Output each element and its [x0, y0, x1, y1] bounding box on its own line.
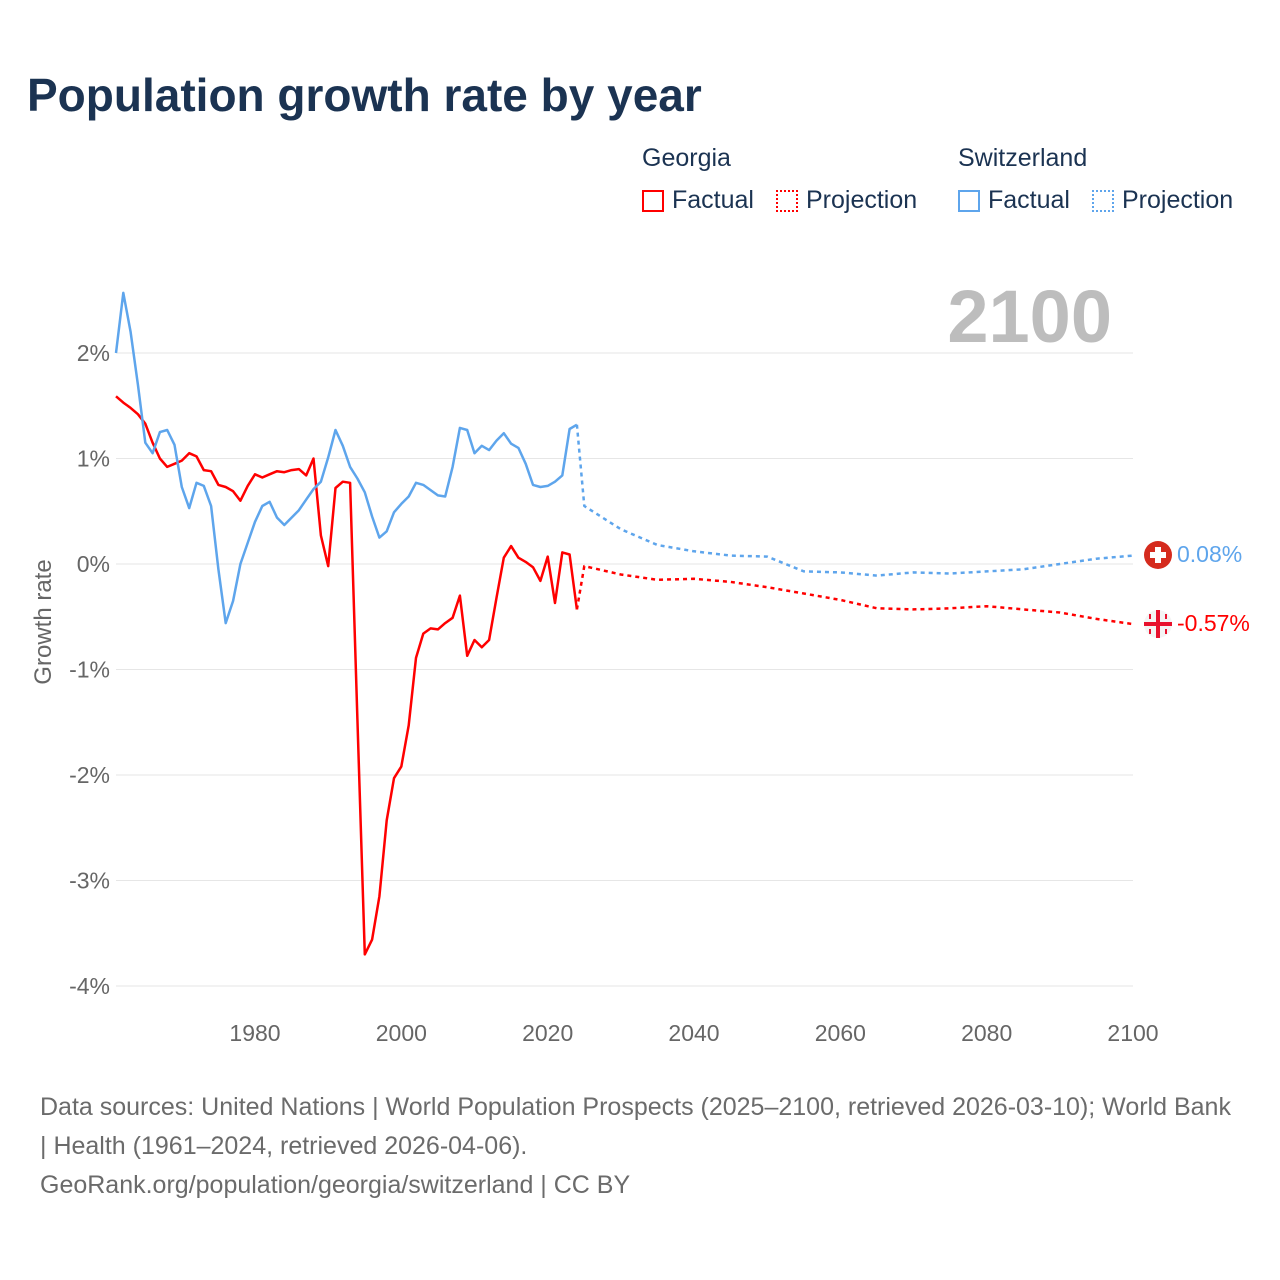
- source-link[interactable]: GeoRank.org/population/georgia/switzerla…: [40, 1171, 631, 1199]
- end-label-georgia: -0.57%: [1177, 610, 1250, 636]
- y-axis-label: Growth rate: [30, 559, 57, 684]
- series-line-georgia-projection: [575, 564, 1134, 626]
- legend-group-switzerland: Switzerland: [958, 144, 1088, 172]
- x-tick-label: 2060: [815, 1020, 866, 1046]
- y-tick-label: -2%: [69, 762, 110, 788]
- legend-switzerland-projection[interactable]: Projection: [1092, 186, 1233, 215]
- series-line-switzerland-projection: [575, 424, 1134, 577]
- y-tick-label: 0%: [77, 551, 110, 577]
- switzerland-flag-icon: [1144, 541, 1172, 569]
- georgia-flag-icon: [1144, 610, 1172, 638]
- y-tick-label: 1%: [77, 446, 110, 472]
- legend-label: Factual: [988, 186, 1070, 214]
- x-tick-label: 1980: [229, 1020, 280, 1046]
- legend-swatch-solid: [958, 189, 980, 212]
- data-sources: Data sources: United Nations | World Pop…: [40, 1093, 1231, 1160]
- legend-switzerland-factual[interactable]: Factual: [958, 186, 1070, 215]
- y-tick-label: 2%: [77, 340, 110, 366]
- series-line-georgia-factual: [115, 395, 579, 956]
- y-tick-label: -1%: [69, 657, 110, 683]
- legend-swatch-solid: [642, 189, 664, 212]
- footer: Data sources: United Nations | World Pop…: [40, 1088, 1240, 1205]
- year-display: 2100: [947, 275, 1112, 358]
- legend-georgia-projection[interactable]: Projection: [776, 186, 917, 215]
- series-line-switzerland-factual: [114, 291, 578, 625]
- legend-label: Projection: [806, 186, 918, 214]
- legend-swatch-dotted: [1092, 189, 1114, 212]
- x-tick-label: 2100: [1107, 1020, 1158, 1046]
- y-tick-label: -3%: [69, 868, 110, 894]
- x-tick-label: 2000: [376, 1020, 427, 1046]
- x-tick-label: 2040: [668, 1020, 719, 1046]
- legend-label: Factual: [672, 186, 754, 214]
- legend-group-georgia: Georgia: [642, 144, 731, 172]
- y-tick-label: -4%: [69, 973, 110, 999]
- legend-swatch-dotted: [776, 189, 798, 212]
- legend-georgia-factual[interactable]: Factual: [642, 186, 754, 215]
- legend-label: Projection: [1122, 186, 1234, 214]
- x-tick-label: 2020: [522, 1020, 573, 1046]
- end-label-switzerland: 0.08%: [1177, 541, 1242, 567]
- page-title: Population growth rate by year: [27, 69, 702, 121]
- line-chart: 2100 Growth rate 2% 1% 0% -1% -2% -3% -4% 1980 2…: [30, 275, 1250, 1046]
- x-tick-label: 2080: [961, 1020, 1012, 1046]
